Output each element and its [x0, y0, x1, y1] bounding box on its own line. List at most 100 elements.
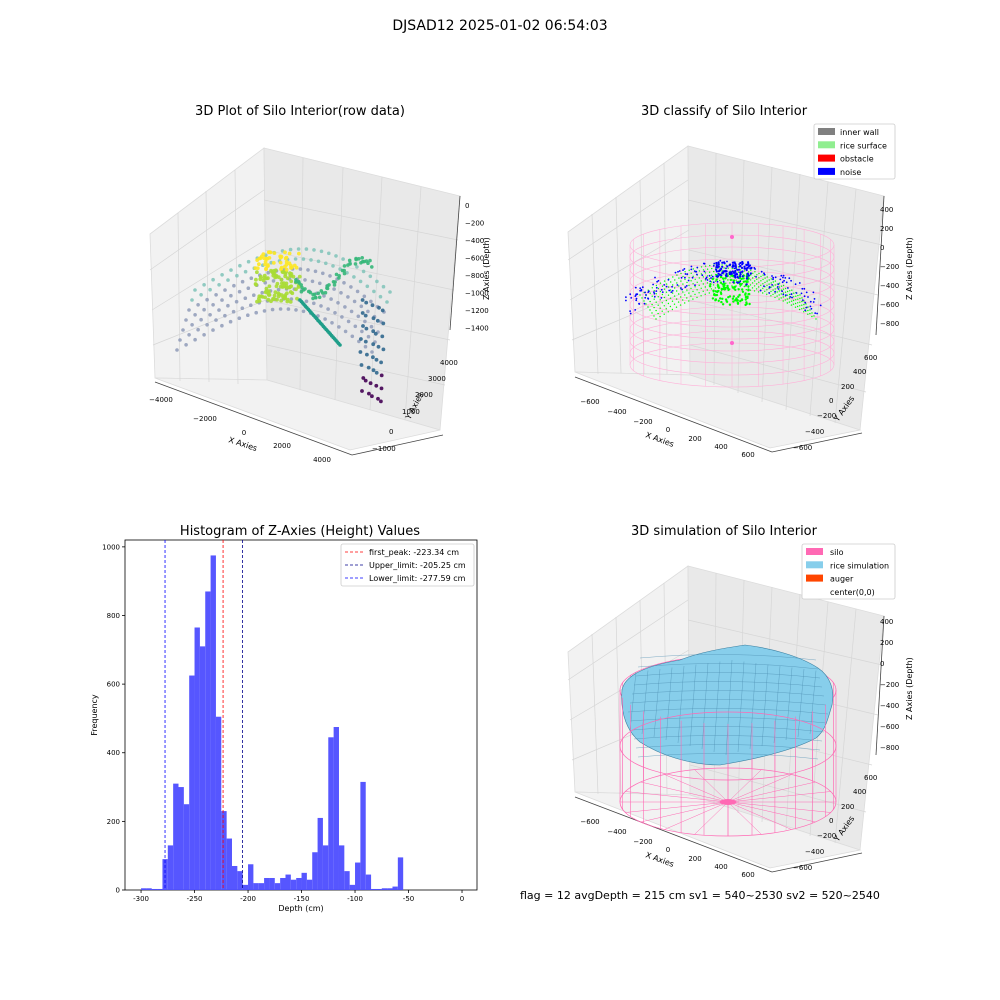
p2-rice-point	[786, 294, 789, 296]
p2-rice-point	[744, 298, 747, 301]
p1-point	[205, 323, 209, 327]
p2-rice-point	[755, 288, 758, 290]
p2-rice-point	[712, 289, 715, 292]
p2-rice-point	[813, 315, 815, 317]
p2-wall-point	[730, 341, 734, 345]
p2-rice-point	[663, 305, 665, 307]
p2-rice-point	[738, 293, 741, 297]
p2-rice-point	[754, 275, 756, 277]
p1-point	[363, 313, 368, 318]
p2-rice-point	[661, 310, 663, 312]
p2-noise-point	[734, 262, 737, 265]
p3-bar	[141, 888, 147, 890]
p2-rice-point	[653, 315, 655, 317]
p3-xtick-label: -200	[240, 895, 256, 903]
p3-bar	[280, 877, 286, 890]
p2-rice-point	[809, 309, 811, 311]
p3-bar	[344, 871, 350, 890]
p1-point	[371, 355, 375, 360]
p1-point	[288, 271, 292, 276]
p2-noise-point	[635, 297, 638, 300]
p1-point	[262, 309, 267, 313]
p1-point	[288, 300, 293, 304]
p2-noise-point	[732, 281, 735, 284]
p2-rice-point	[704, 293, 706, 295]
p2-noise-point	[739, 273, 742, 276]
p2-rice-point	[782, 300, 784, 302]
p2-noise-point	[715, 268, 718, 271]
p2-legend-box	[813, 123, 896, 180]
p2-rice-point	[698, 284, 700, 286]
p3-bar	[183, 804, 190, 890]
p2-rice-point	[766, 280, 768, 282]
p2-rice-point	[676, 274, 678, 276]
p2-rice-point	[745, 301, 748, 304]
p1-point	[264, 289, 269, 293]
p2-rice-point	[807, 313, 809, 315]
p4-silo-spoke	[640, 781, 729, 803]
p2-rice-point	[684, 271, 686, 273]
p2-points	[625, 259, 822, 320]
p1-point	[356, 314, 361, 319]
p2-noise-point	[716, 266, 719, 269]
p1-point	[193, 288, 197, 292]
p1-point	[181, 328, 185, 332]
p1-point	[359, 337, 363, 341]
p2-noise-point	[655, 290, 658, 292]
p1-point	[295, 296, 299, 301]
p4-ztick: −400	[880, 702, 899, 710]
p1-point	[340, 315, 344, 319]
p2-noise-point	[734, 271, 737, 273]
p2-noise-point	[722, 280, 725, 283]
p2-rice-point	[725, 282, 727, 284]
p1-point	[375, 279, 379, 284]
p4-xtick: 200	[688, 855, 701, 863]
p1-point	[364, 300, 369, 305]
p2-rice-point	[714, 280, 717, 282]
p1-point	[202, 333, 206, 337]
p2-noise-point	[813, 298, 816, 300]
p2-noise-point	[819, 304, 822, 307]
p2-rice-point	[649, 309, 651, 311]
p1-point	[283, 272, 288, 276]
p1-point	[322, 294, 326, 298]
p1-point	[374, 370, 379, 375]
p2-rice-point	[694, 293, 696, 296]
p2-rice-point	[737, 271, 740, 273]
p2-rice-point	[678, 277, 680, 279]
p2-noise-point	[790, 293, 793, 296]
p4-ytick: 600	[864, 774, 877, 782]
p1-point	[237, 289, 242, 294]
p2-noise-point	[736, 273, 738, 275]
p2-noise-point	[736, 268, 739, 271]
p1-point	[296, 247, 301, 251]
p1-point	[372, 289, 376, 294]
p2-noise-point	[738, 263, 741, 265]
p1-point	[208, 287, 212, 292]
p2-noise-point	[804, 301, 807, 304]
p1-point	[326, 307, 330, 311]
p1-point	[208, 313, 212, 317]
p2-rice-point	[736, 299, 739, 302]
p1-point	[288, 285, 292, 289]
p1-point	[254, 310, 258, 315]
p1-point	[261, 278, 266, 283]
p2-noise-point	[701, 274, 704, 277]
p2-noise-point	[715, 261, 718, 265]
p1-ytick: 2000	[415, 391, 433, 399]
p2-rice-point	[653, 298, 655, 300]
p4-mesh-line	[633, 681, 823, 688]
p4-silo-spoke	[664, 774, 729, 803]
p1-point	[235, 273, 239, 278]
p2-zlabel: Z Axies (Depth)	[905, 237, 914, 300]
p2-rice-point	[793, 296, 795, 298]
p4-xtick: −400	[607, 828, 626, 836]
p3-bar	[365, 874, 372, 890]
p1-point	[327, 283, 331, 287]
p2-rice-point	[702, 269, 705, 271]
p2-noise-point	[745, 277, 748, 280]
p2-rice-point	[678, 293, 680, 295]
p4-ytick: 400	[853, 788, 866, 796]
p1-point	[365, 352, 369, 357]
p1-point	[333, 311, 337, 315]
